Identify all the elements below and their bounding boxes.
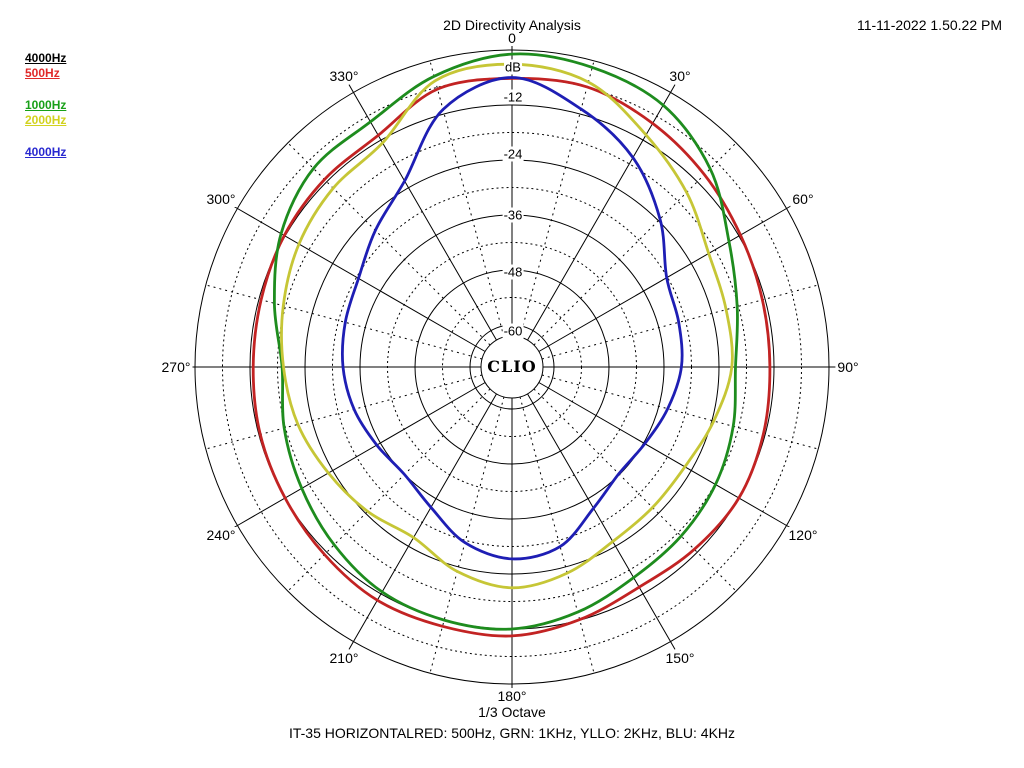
legend-item-500hz: 500Hz xyxy=(25,66,60,80)
angle-label-210: 210° xyxy=(327,649,361,666)
legend-item-4000hz: 4000Hz xyxy=(25,145,67,159)
grid-spoke-60 xyxy=(538,208,787,352)
angle-label-60: 60° xyxy=(790,191,816,207)
legend-item-1000hz: 1000Hz xyxy=(25,98,67,112)
grid-spoke-150 xyxy=(527,393,671,642)
caption: IT-35 HORIZONTALRED: 500Hz, GRN: 1KHz, Y… xyxy=(288,725,736,741)
page-title: 2D Directivity Analysis xyxy=(443,17,581,33)
timestamp: 11-11-2022 1.50.22 PM xyxy=(856,17,1002,33)
angle-label-150: 150° xyxy=(663,649,697,666)
angle-label-0: 0 xyxy=(506,30,518,46)
grid-tick-330 xyxy=(348,84,354,93)
grid-spoke-15 xyxy=(519,60,595,338)
grid-spoke-75 xyxy=(541,284,819,360)
angle-label-120: 120° xyxy=(786,527,820,543)
curve-2000hz xyxy=(280,62,734,590)
curve-1000hz xyxy=(272,52,739,631)
grid-spoke-300 xyxy=(237,208,486,352)
db-label--12: -12 xyxy=(502,89,524,105)
legend-item-2000hz: 2000Hz xyxy=(25,113,67,127)
db-label--48: -48 xyxy=(502,264,524,280)
grid-spoke-255 xyxy=(205,374,483,450)
grid-spoke-345 xyxy=(429,60,505,338)
grid-tick-30 xyxy=(670,84,676,93)
angle-label-30: 30° xyxy=(667,68,693,84)
grid-spoke-30 xyxy=(527,92,671,341)
grid-tick-210 xyxy=(348,641,354,650)
angle-label-330: 330° xyxy=(327,68,361,84)
db-units-label: dB xyxy=(504,59,522,75)
legend-item-4000hz: 4000Hz xyxy=(25,51,67,65)
angle-label-240: 240° xyxy=(204,527,238,543)
db-label--24: -24 xyxy=(502,146,524,162)
curve-4000hz xyxy=(341,76,684,561)
clio-logo: CLIO xyxy=(487,357,536,376)
curve-500hz xyxy=(251,76,772,638)
db-label--60: -60 xyxy=(502,323,524,339)
angle-label-180: 180° xyxy=(495,688,529,704)
octave-label: 1/3 Octave xyxy=(478,704,546,720)
angle-label-270: 270° xyxy=(159,359,193,375)
grid-spoke-120 xyxy=(538,382,787,526)
angle-label-90: 90° xyxy=(835,359,861,375)
grid-spoke-285 xyxy=(205,284,483,360)
grid-spoke-165 xyxy=(519,396,595,674)
angle-label-300: 300° xyxy=(204,191,238,207)
db-label--36: -36 xyxy=(502,207,524,223)
grid-spoke-330 xyxy=(353,92,497,341)
grid-spoke-240 xyxy=(237,382,486,526)
grid-spoke-105 xyxy=(541,374,819,450)
grid-tick-150 xyxy=(670,641,676,650)
